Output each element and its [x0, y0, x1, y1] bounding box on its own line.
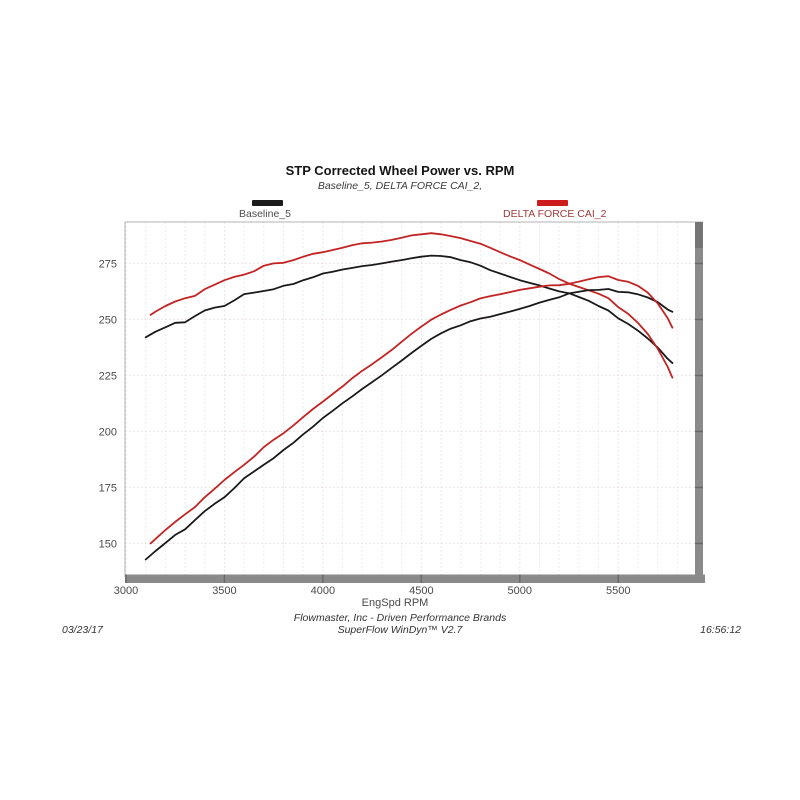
y-tick-label: 275	[99, 258, 117, 270]
x-axis-bar	[125, 574, 705, 583]
legend-swatch-baseline	[252, 200, 283, 206]
axis-bars	[125, 222, 705, 583]
legend-swatch-delta-force	[537, 200, 568, 206]
y-tick-label: 150	[99, 538, 117, 550]
x-tick-label: 3000	[114, 585, 138, 597]
y-tick-label: 175	[99, 482, 117, 494]
y-axis-bar	[695, 222, 703, 583]
x-tick-label: 5500	[606, 585, 630, 597]
legend-label-baseline: Baseline_5	[239, 208, 291, 220]
tick-labels: 3000 3500 4000 4500 5000 5500 150 175 200 225 250 2…	[99, 258, 631, 597]
x-tick-label: 4500	[409, 585, 433, 597]
y-tick-label: 225	[99, 370, 117, 382]
report-date: 03/23/17	[62, 624, 103, 636]
series-line-delta-force-cai-2-power	[149, 275, 674, 545]
series-line-baseline-5-power	[144, 288, 674, 561]
gridlines	[125, 222, 703, 577]
x-tick-label: 4000	[311, 585, 335, 597]
series-lines	[144, 232, 674, 561]
footer-company: Flowmaster, Inc - Driven Performance Bra…	[293, 612, 507, 624]
y-axis-bar-cap	[695, 222, 703, 248]
series-line-delta-force-cai-2-torque	[149, 232, 674, 379]
x-tick-label: 5000	[508, 585, 532, 597]
y-tick-label: 250	[99, 314, 117, 326]
series-line-baseline-5-torque	[144, 254, 674, 365]
chart-title: STP Corrected Wheel Power vs. RPM	[285, 163, 515, 178]
y-tick-label: 200	[99, 426, 117, 438]
x-axis-label: EngSpd RPM	[361, 597, 429, 609]
x-tick-label: 3500	[212, 585, 236, 597]
chart-subtitle: Baseline_5, DELTA FORCE CAI_2,	[317, 180, 483, 192]
footer-software: SuperFlow WinDyn™ V2.7	[337, 624, 463, 636]
legend-label-delta-force: DELTA FORCE CAI_2	[503, 208, 607, 220]
report-time: 16:56:12	[700, 624, 741, 636]
